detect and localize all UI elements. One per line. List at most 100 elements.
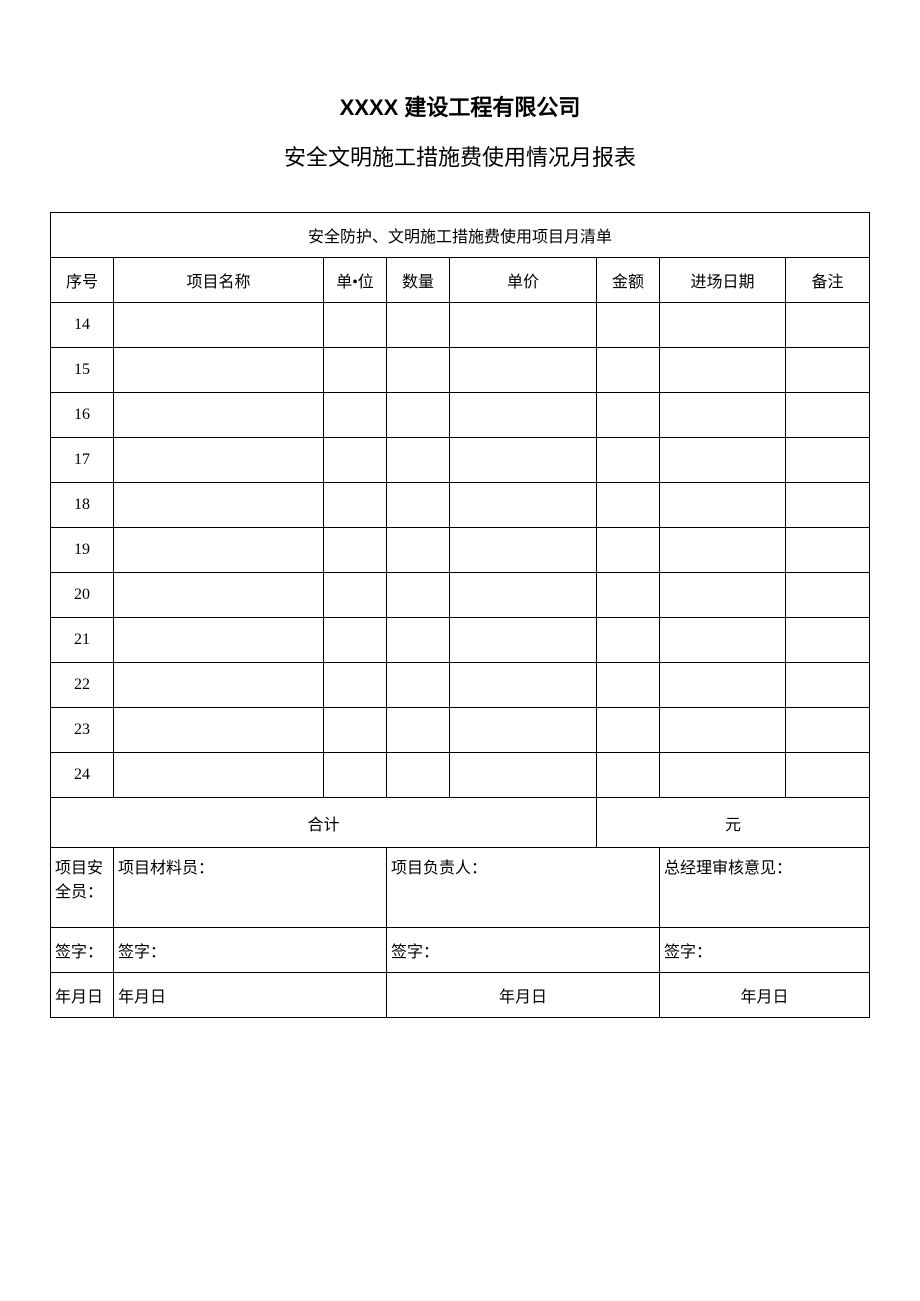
cell-name — [114, 393, 324, 438]
header-unit: 单•位 — [324, 258, 387, 303]
cell-qty — [387, 303, 450, 348]
cell-amount — [597, 393, 660, 438]
table-row: 20 — [51, 573, 870, 618]
cell-price — [450, 393, 597, 438]
table-row: 14 — [51, 303, 870, 348]
cell-name — [114, 618, 324, 663]
cell-price — [450, 618, 597, 663]
sig-material-sign: 签字： — [114, 928, 387, 973]
cell-date — [660, 438, 786, 483]
cell-amount — [597, 483, 660, 528]
cell-qty — [387, 348, 450, 393]
cell-price — [450, 573, 597, 618]
cell-remark — [786, 573, 870, 618]
cell-seq: 21 — [51, 618, 114, 663]
cell-remark — [786, 753, 870, 798]
cell-seq: 20 — [51, 573, 114, 618]
table-row: 22 — [51, 663, 870, 708]
cell-unit — [324, 348, 387, 393]
cell-qty — [387, 483, 450, 528]
header-remark: 备注 — [786, 258, 870, 303]
total-unit: 元 — [597, 798, 870, 848]
cell-unit — [324, 438, 387, 483]
cell-remark — [786, 708, 870, 753]
report-title: 安全文明施工措施费使用情况月报表 — [50, 140, 870, 172]
cell-price — [450, 663, 597, 708]
header-name: 项目名称 — [114, 258, 324, 303]
cell-seq: 22 — [51, 663, 114, 708]
cell-name — [114, 708, 324, 753]
sig-safety-sign: 签字： — [51, 928, 114, 973]
cell-price — [450, 348, 597, 393]
cell-amount — [597, 708, 660, 753]
cell-qty — [387, 393, 450, 438]
cell-qty — [387, 708, 450, 753]
header-price: 单价 — [450, 258, 597, 303]
expense-table: 安全防护、文明施工措施费使用项目月清单 序号 项目名称 单•位 数量 单价 金额… — [50, 212, 870, 1018]
sig-safety-date: 年月日 — [51, 973, 114, 1018]
cell-name — [114, 348, 324, 393]
cell-date — [660, 483, 786, 528]
cell-unit — [324, 573, 387, 618]
cell-remark — [786, 393, 870, 438]
sig-leader-sign: 签字： — [387, 928, 660, 973]
header-qty: 数量 — [387, 258, 450, 303]
cell-price — [450, 528, 597, 573]
cell-amount — [597, 303, 660, 348]
table-row: 16 — [51, 393, 870, 438]
sig-manager-date: 年月日 — [660, 973, 870, 1018]
cell-qty — [387, 528, 450, 573]
table-row: 15 — [51, 348, 870, 393]
cell-qty — [387, 618, 450, 663]
cell-unit — [324, 663, 387, 708]
sig-material-label: 项目材料员： — [114, 848, 387, 928]
cell-date — [660, 618, 786, 663]
sig-manager-sign: 签字： — [660, 928, 870, 973]
cell-amount — [597, 438, 660, 483]
cell-remark — [786, 663, 870, 708]
cell-name — [114, 573, 324, 618]
cell-amount — [597, 528, 660, 573]
cell-unit — [324, 393, 387, 438]
header-date: 进场日期 — [660, 258, 786, 303]
cell-unit — [324, 708, 387, 753]
cell-date — [660, 348, 786, 393]
sig-safety-label: 项目安全员： — [51, 848, 114, 928]
cell-seq: 18 — [51, 483, 114, 528]
cell-remark — [786, 528, 870, 573]
cell-date — [660, 303, 786, 348]
company-title: XXXX 建设工程有限公司 — [50, 90, 870, 122]
sig-material-date: 年月日 — [114, 973, 387, 1018]
table-row: 21 — [51, 618, 870, 663]
cell-price — [450, 303, 597, 348]
cell-name — [114, 438, 324, 483]
cell-qty — [387, 753, 450, 798]
cell-seq: 23 — [51, 708, 114, 753]
cell-date — [660, 753, 786, 798]
cell-remark — [786, 438, 870, 483]
cell-seq: 16 — [51, 393, 114, 438]
cell-qty — [387, 573, 450, 618]
table-row: 19 — [51, 528, 870, 573]
table-row: 18 — [51, 483, 870, 528]
cell-amount — [597, 573, 660, 618]
header-seq: 序号 — [51, 258, 114, 303]
table-row: 23 — [51, 708, 870, 753]
cell-price — [450, 483, 597, 528]
cell-name — [114, 303, 324, 348]
sig-leader-label: 项目负责人： — [387, 848, 660, 928]
cell-unit — [324, 618, 387, 663]
cell-unit — [324, 528, 387, 573]
cell-remark — [786, 303, 870, 348]
cell-price — [450, 708, 597, 753]
cell-date — [660, 528, 786, 573]
cell-name — [114, 663, 324, 708]
sig-manager-label: 总经理审核意见： — [660, 848, 870, 928]
cell-name — [114, 753, 324, 798]
cell-price — [450, 753, 597, 798]
cell-seq: 15 — [51, 348, 114, 393]
cell-seq: 24 — [51, 753, 114, 798]
cell-seq: 17 — [51, 438, 114, 483]
cell-amount — [597, 663, 660, 708]
cell-remark — [786, 348, 870, 393]
